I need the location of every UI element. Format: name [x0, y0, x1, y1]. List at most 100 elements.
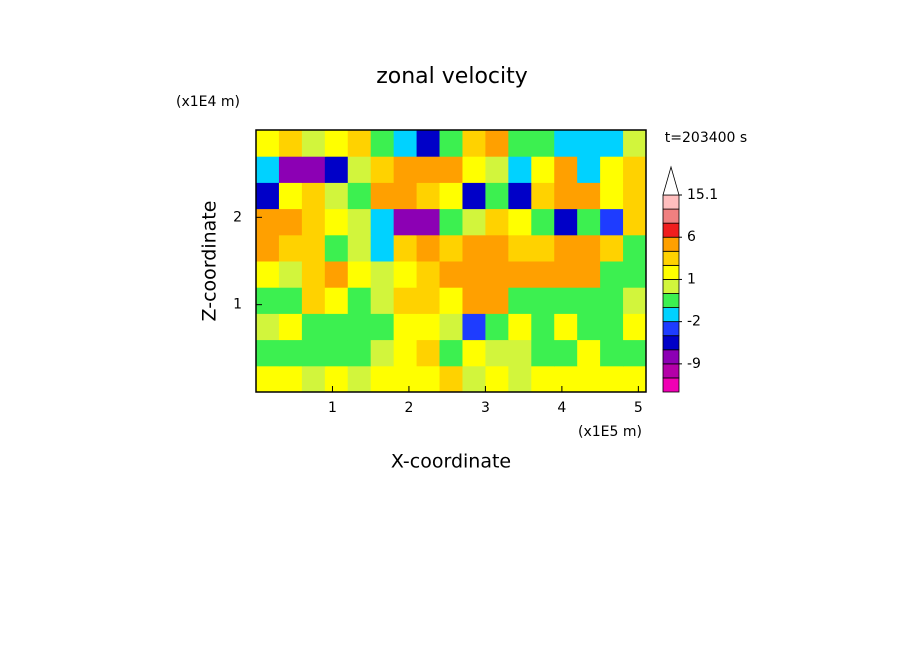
- field-cell: [301, 287, 326, 314]
- field-cell: [531, 313, 555, 341]
- field-cell: [278, 182, 303, 210]
- field-cell: [347, 261, 372, 288]
- field-cell: [508, 208, 532, 236]
- colorbar-band: [662, 293, 680, 308]
- field-cell: [347, 234, 372, 262]
- field-cell: [256, 156, 280, 183]
- field-cell: [554, 156, 578, 183]
- x-tick-label: 2: [404, 400, 413, 416]
- field-cell: [347, 339, 372, 367]
- field-cell: [256, 287, 280, 314]
- field-cell: [577, 287, 601, 314]
- field-cell: [600, 365, 624, 393]
- field-cell: [554, 234, 578, 262]
- field-cell: [393, 287, 418, 314]
- field-cell: [623, 208, 647, 236]
- field-cell: [623, 313, 647, 341]
- field-cell: [347, 130, 372, 157]
- field-cell: [485, 339, 509, 367]
- field-cell: [347, 182, 372, 210]
- x-axis-label: X-coordinate: [391, 451, 511, 473]
- field-cell: [531, 365, 555, 393]
- field-cell: [554, 261, 578, 288]
- field-cell: [439, 287, 463, 314]
- field-cell: [256, 130, 280, 157]
- field-cell: [485, 156, 509, 183]
- field-cell: [462, 234, 486, 262]
- field-cell: [485, 313, 509, 341]
- field-cell: [324, 156, 349, 183]
- field-cell: [278, 130, 303, 157]
- field-cell: [278, 313, 303, 341]
- field-cell: [439, 313, 463, 341]
- field-cell: [462, 261, 486, 288]
- field-cell: [416, 339, 441, 367]
- field-cell: [554, 208, 578, 236]
- field-cell: [531, 208, 555, 236]
- field-cell: [508, 182, 532, 210]
- field-cell: [324, 339, 349, 367]
- field-cell: [324, 287, 349, 314]
- field-cell: [370, 208, 395, 236]
- colorbar-band: [662, 321, 680, 337]
- field-cell: [370, 182, 395, 210]
- field-cell: [278, 365, 303, 393]
- field-cell: [393, 182, 418, 210]
- field-cell: [485, 182, 509, 210]
- colorbar-tick-label: 15.1: [687, 187, 718, 203]
- field-cell: [531, 339, 555, 367]
- field-cell: [554, 313, 578, 341]
- field-cell: [577, 130, 601, 157]
- y-tick-label: 1: [233, 297, 242, 313]
- field-cell: [416, 182, 441, 210]
- field-cell: [462, 365, 486, 393]
- field-cell: [439, 261, 463, 288]
- field-cell: [256, 365, 280, 393]
- field-cell: [370, 287, 395, 314]
- field-cell: [577, 156, 601, 183]
- field-cell: [531, 234, 555, 262]
- field-cell: [370, 156, 395, 183]
- field: [256, 130, 647, 393]
- field-cell: [600, 339, 624, 367]
- field-cell: [301, 182, 326, 210]
- field-cell: [577, 313, 601, 341]
- field-cell: [256, 234, 280, 262]
- field-cell: [416, 130, 441, 157]
- field-cell: [462, 208, 486, 236]
- field-cell: [531, 130, 555, 157]
- x-tick-label: 3: [481, 400, 490, 416]
- field-cell: [301, 365, 326, 393]
- field-cell: [256, 208, 280, 236]
- x-tick-label: 5: [634, 400, 643, 416]
- field-cell: [508, 261, 532, 288]
- colorbar-band: [662, 222, 680, 238]
- colorbar-band: [662, 194, 680, 210]
- field-cell: [301, 130, 326, 157]
- field-cell: [301, 313, 326, 341]
- field-cell: [278, 261, 303, 288]
- colorbar-tick-label: -9: [687, 356, 701, 372]
- field-cell: [531, 156, 555, 183]
- field-cell: [324, 313, 349, 341]
- field-cell: [278, 339, 303, 367]
- field-cell: [623, 287, 647, 314]
- field-cell: [393, 365, 418, 393]
- colorbar-band: [662, 264, 680, 280]
- field-cell: [416, 208, 441, 236]
- colorbar-tick-label: -2: [687, 314, 701, 330]
- field-cell: [439, 234, 463, 262]
- colorbar-band: [662, 208, 680, 224]
- field-cell: [416, 313, 441, 341]
- field-cell: [577, 261, 601, 288]
- field-cell: [531, 182, 555, 210]
- field-cell: [416, 234, 441, 262]
- field-cell: [278, 156, 303, 183]
- colorbar-band: [662, 250, 680, 266]
- field-cell: [256, 182, 280, 210]
- field-cell: [393, 339, 418, 367]
- colorbar-band: [662, 335, 680, 351]
- field-cell: [347, 313, 372, 341]
- axes: 1 2 3 4 5 1 2: [233, 129, 647, 416]
